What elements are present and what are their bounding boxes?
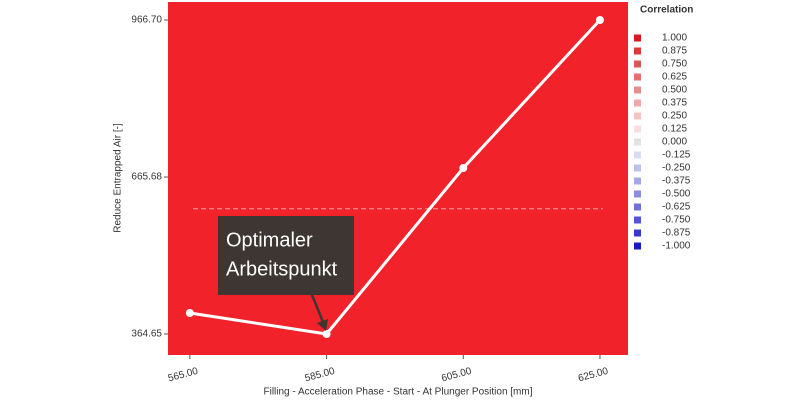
legend-label: 0.500 <box>662 85 687 96</box>
legend-label: -0.125 <box>662 150 691 161</box>
annotation-text: Arbeitspunkt <box>226 258 338 280</box>
annotation-box <box>218 216 354 295</box>
data-point <box>185 309 194 318</box>
legend-swatch <box>634 86 641 94</box>
legend-swatch <box>634 242 641 250</box>
legend-label: -0.875 <box>662 228 691 239</box>
x-tick-label: 625.00 <box>577 366 610 385</box>
legend-label: 0.750 <box>662 59 687 70</box>
annotation-arrowhead <box>317 319 328 331</box>
y-tick-label: 665.68 <box>131 172 162 183</box>
y-tick-label: 966.70 <box>131 15 162 26</box>
legend-swatch <box>634 47 641 55</box>
legend-title: Correlation <box>640 5 693 16</box>
plot-background <box>168 2 628 355</box>
legend-label: 0.250 <box>662 111 687 122</box>
legend-swatch <box>634 229 641 237</box>
legend-label: 0.875 <box>662 46 687 57</box>
legend-label: 1.000 <box>662 33 687 44</box>
x-tick-label: 565.00 <box>167 366 200 385</box>
data-point <box>322 330 331 339</box>
legend-label: -0.750 <box>662 215 691 226</box>
legend-swatch <box>634 125 641 133</box>
legend-swatch <box>634 73 641 81</box>
legend-swatch <box>634 99 641 107</box>
x-tick-label: 605.00 <box>440 366 473 385</box>
y-tick-label: 364.65 <box>131 329 162 340</box>
y-axis-label: Reduce Entrapped Air [-] <box>113 123 124 233</box>
legend-swatch <box>634 203 641 211</box>
annotation-text: Optimaler <box>226 229 313 251</box>
legend-swatch <box>634 216 641 224</box>
legend-swatch <box>634 138 641 146</box>
legend-label: -0.500 <box>662 189 691 200</box>
legend-swatch <box>634 177 641 185</box>
legend-label: -0.250 <box>662 163 691 174</box>
legend-swatch <box>634 190 641 198</box>
legend-label: 0.375 <box>662 98 687 109</box>
legend-swatch <box>634 164 641 172</box>
legend-label: -0.625 <box>662 202 691 213</box>
legend-swatch <box>634 60 641 68</box>
legend-swatch <box>634 34 641 42</box>
legend-swatch <box>634 151 641 159</box>
data-point <box>595 15 604 24</box>
legend-label: -0.375 <box>662 176 691 187</box>
annotation-arrow <box>310 294 325 323</box>
legend-label: 0.000 <box>662 137 687 148</box>
x-axis-label: Filling - Acceleration Phase - Start - A… <box>264 387 533 398</box>
data-point <box>459 164 468 173</box>
legend-swatch <box>634 112 641 120</box>
legend-label: -1.000 <box>662 241 691 252</box>
legend-label: 0.625 <box>662 72 687 83</box>
legend-label: 0.125 <box>662 124 687 135</box>
data-line <box>189 18 602 336</box>
x-tick-label: 585.00 <box>304 366 337 385</box>
